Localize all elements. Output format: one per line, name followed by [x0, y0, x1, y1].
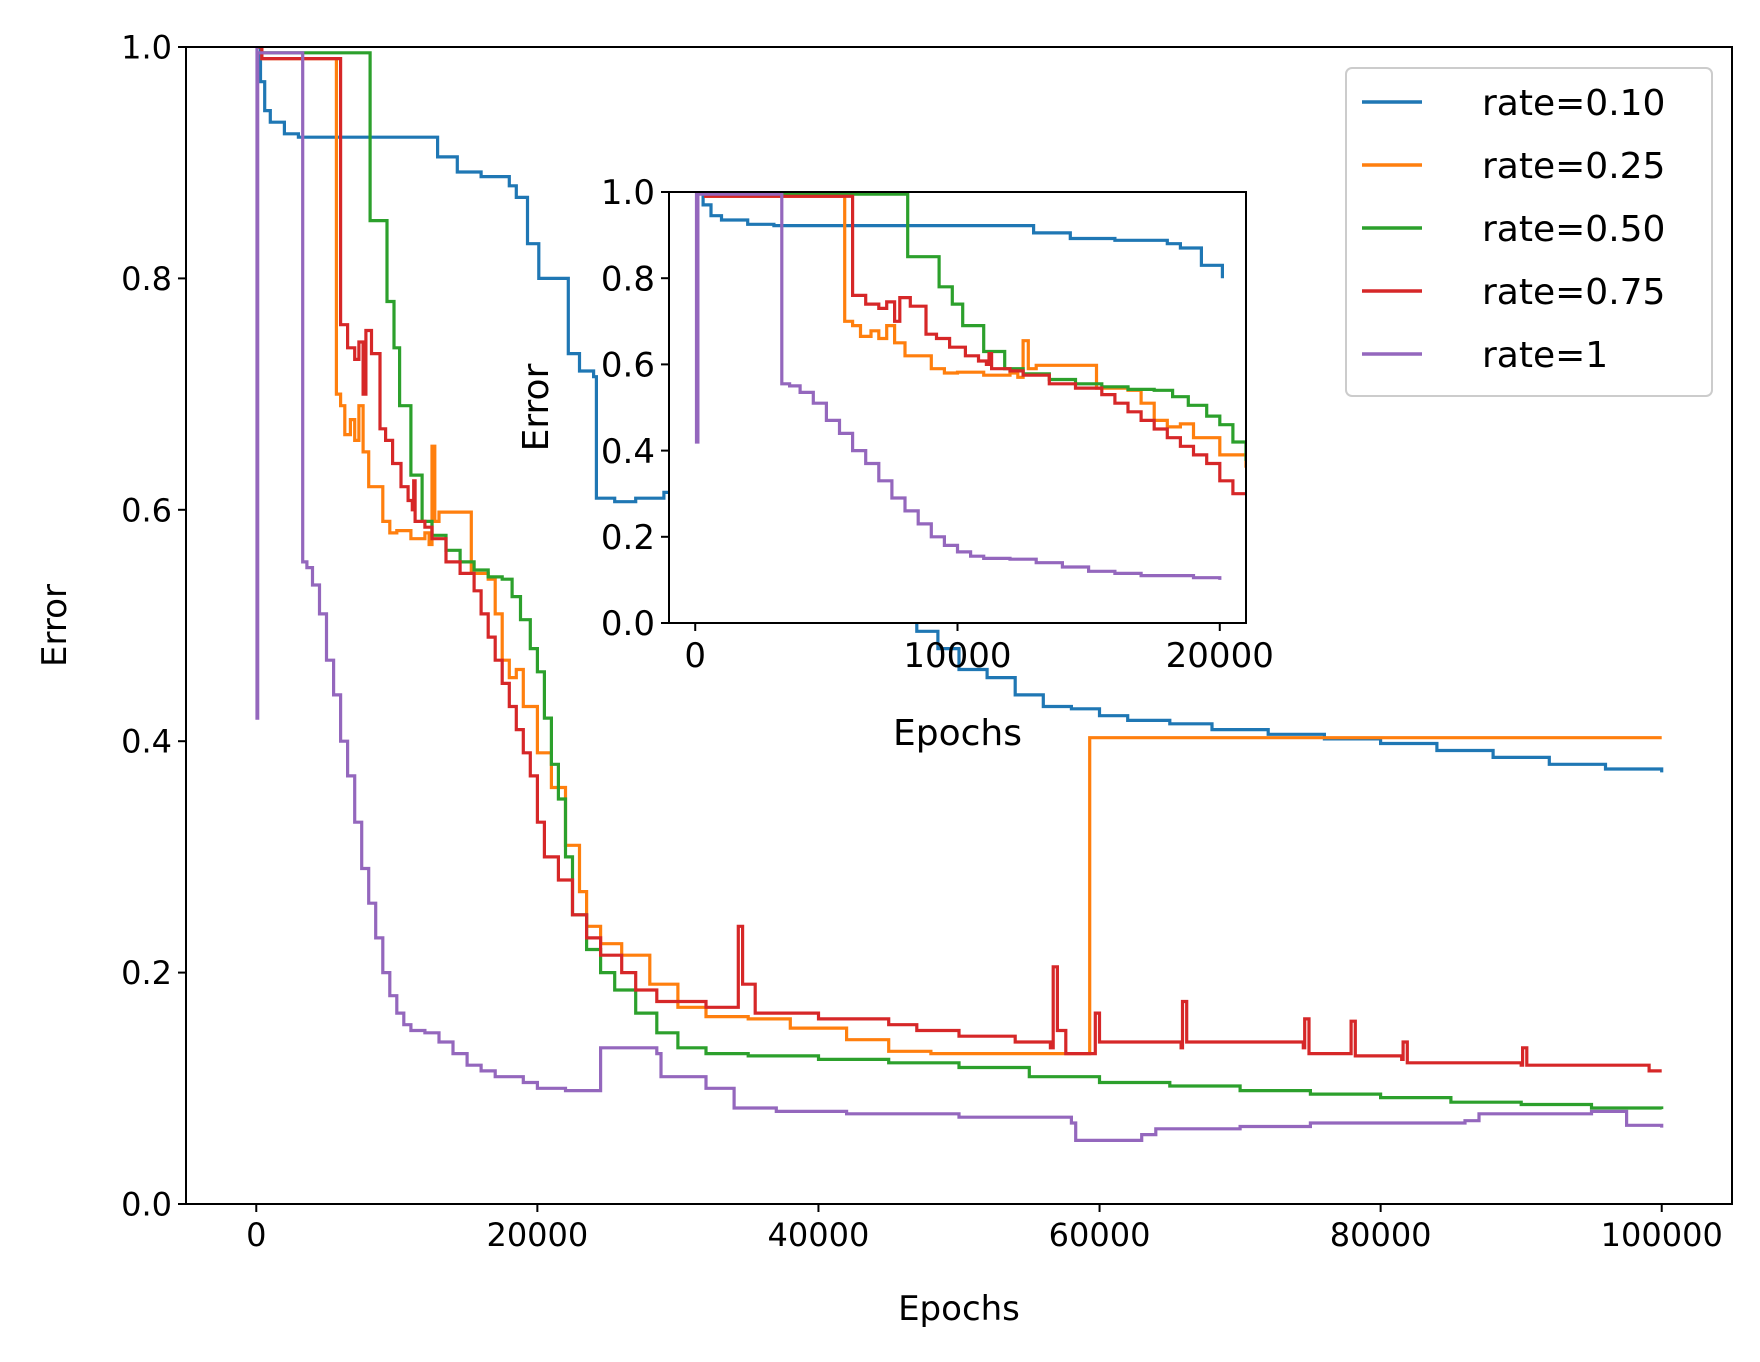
main-y-tick-label: 0.6 [121, 491, 172, 529]
main-series-line-rate-0-25 [256, 47, 1662, 1056]
inset-series-group [694, 192, 1246, 580]
main-x-tick-label: 80000 [1330, 1216, 1432, 1254]
legend-box [1345, 67, 1713, 397]
inset-x-tick-label: 0 [684, 636, 706, 676]
main-x-tick-label: 20000 [486, 1216, 588, 1254]
inset-series-line-rate-0-50 [695, 192, 1246, 461]
main-series-line-rate-1 [255, 47, 1664, 1142]
main-x-tick-label: 60000 [1049, 1216, 1151, 1254]
inset-y-tick-label: 0.6 [601, 346, 655, 386]
legend-item-label: rate=1 [1482, 335, 1608, 376]
legend-item-label: rate=0.25 [1482, 146, 1665, 187]
inset-y-tick-label: 0.8 [601, 259, 655, 299]
inset-series-line-rate-0-75 [695, 192, 1246, 496]
main-plot: 0 20000 40000 60000 80000 1000000.00.20.40.60… [35, 29, 1733, 1329]
main-y-axis-label: Error [35, 584, 75, 667]
main-series-group [255, 47, 1664, 1142]
main-x-tick-label: 100000 [1601, 1216, 1723, 1254]
inset-y-tick-label: 0.4 [601, 432, 655, 472]
inset-series-line-rate-1 [694, 192, 1222, 580]
inset-x-axis-label: Epochs [893, 713, 1022, 754]
inset-plot: 0 10000 20000 0.0 0.2 0.4 0.6 0.8 1.0 Epochs Error [516, 173, 1274, 754]
legend-item-label: rate=0.75 [1482, 272, 1665, 313]
inset-y-tick-label: 0.0 [601, 604, 655, 644]
main-series-line-rate-0-50 [256, 47, 1664, 1110]
inset-y-tick-label: 0.2 [601, 518, 655, 558]
inset-y-axis-label: Error [516, 363, 557, 451]
main-axes-frame [185, 46, 1733, 1205]
inset-x-tick-label: 10000 [903, 636, 1011, 676]
inset-x-tick-label: 20000 [1166, 636, 1274, 676]
main-x-tick-label: 40000 [768, 1216, 870, 1254]
main-y-tick-label: 0.2 [121, 954, 172, 992]
main-x-tick-label: 0 [246, 1216, 266, 1254]
inset-y-tick-label: 1.0 [601, 173, 655, 213]
legend-item-label: rate=0.50 [1482, 209, 1665, 250]
legend-item-label: rate=0.10 [1482, 83, 1665, 124]
main-series-line-rate-0-75 [256, 47, 1662, 1073]
main-y-tick-label: 0.0 [121, 1186, 172, 1224]
main-y-tick-label: 1.0 [121, 29, 172, 67]
main-x-axis-label: Epochs [898, 1289, 1020, 1329]
inset-series-line-rate-0-10 [695, 192, 1224, 279]
main-y-tick-label: 0.4 [121, 723, 172, 761]
legend: rate=0.10 rate=0.25 rate=0.50 rate=0.75 rate… [1345, 67, 1713, 397]
inset-plot-background [669, 192, 1246, 623]
inset-series-line-rate-0-25 [695, 192, 1246, 468]
main-y-tick-label: 0.8 [121, 260, 172, 298]
